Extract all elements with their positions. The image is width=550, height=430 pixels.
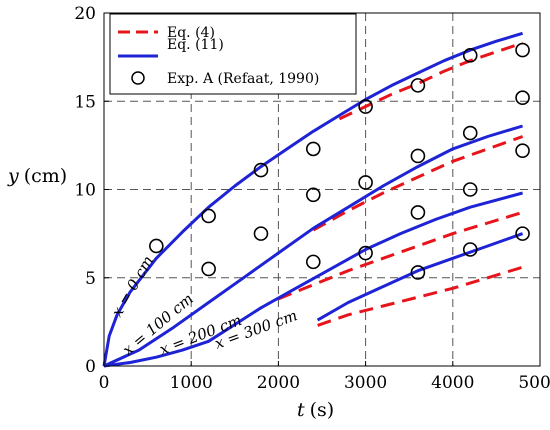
exp-point-series-1 [515,143,530,158]
legend-label-exp: Exp. A (Refaat, 1990) [167,71,319,87]
exp-point-series-1 [253,226,269,241]
annotation-x0-text: x = 0 cm [108,253,157,320]
svg-text:y(cm): y (cm) [7,165,67,187]
exp-point-series-0 [253,162,269,178]
exp-point-series-2 [358,245,373,261]
exp-point-series-1 [305,187,321,203]
exp-point-series-0 [358,99,373,114]
y-tick-label: 10 [74,181,96,201]
x-tick-label: 0 [99,373,110,393]
x-axis-label: t (s) [297,399,334,421]
svg-text:t(s): t (s) [297,399,334,421]
series-layer [102,31,530,368]
exp-point-series-1 [410,148,426,164]
legend-box [109,13,357,95]
eq4-line-series-1 [312,135,524,232]
exp-point-series-1 [201,261,216,277]
eq11-line-series-3 [316,232,524,322]
exp-point-series-1 [358,175,373,190]
eq11-line-series-1 [103,124,524,368]
exp-point-series-2 [515,90,530,106]
exp-point-series-0 [201,208,216,224]
x-axis-label-unit: (s) [310,399,335,421]
y-axis-label: y (cm) [7,165,67,187]
eq4-line-series-3 [317,265,524,327]
exp-point-series-2 [462,182,478,197]
eq4-line-series-0 [338,41,524,121]
x-tick-label: 1000 [170,373,213,393]
eq11-line-series-0 [102,31,524,367]
y-tick-label: 0 [85,357,96,377]
legend-label-eq11: Eq. (11) [167,37,224,53]
exp-point-series-3 [515,226,530,241]
legend: Eq. (4) Eq. (11) Exp. A (Refaat, 1990) [109,13,357,95]
exp-point-series-0 [462,48,478,63]
y-tick-label: 5 [85,269,96,289]
x-tick-label: 2000 [257,373,300,393]
x-axis-label-var: t [297,399,305,421]
x-tick-label: 3000 [344,373,387,393]
exp-point-series-3 [410,265,426,280]
exp-point-series-0 [305,141,321,157]
exp-point-series-2 [410,205,426,220]
annotation-x0: x = 0 cm [108,253,157,320]
y-axis-label-var: y [7,165,19,187]
exp-point-series-0 [515,42,530,58]
y-tick-label: 20 [74,4,96,24]
x-tick-label: 4000 [431,373,474,393]
legend-label-eq4: Eq. (4) [167,25,215,41]
eq11-line-series-2 [103,191,523,368]
legend-marker-exp [131,71,145,85]
exp-point-series-3 [462,242,478,257]
exp-point-series-1 [462,125,478,141]
exp-point-series-2 [305,254,321,270]
exp-point-series-0 [410,78,426,93]
y-tick-label: 15 [74,92,96,112]
y-axis-label-unit: (cm) [24,165,67,187]
exp-point-series-0 [149,238,164,254]
